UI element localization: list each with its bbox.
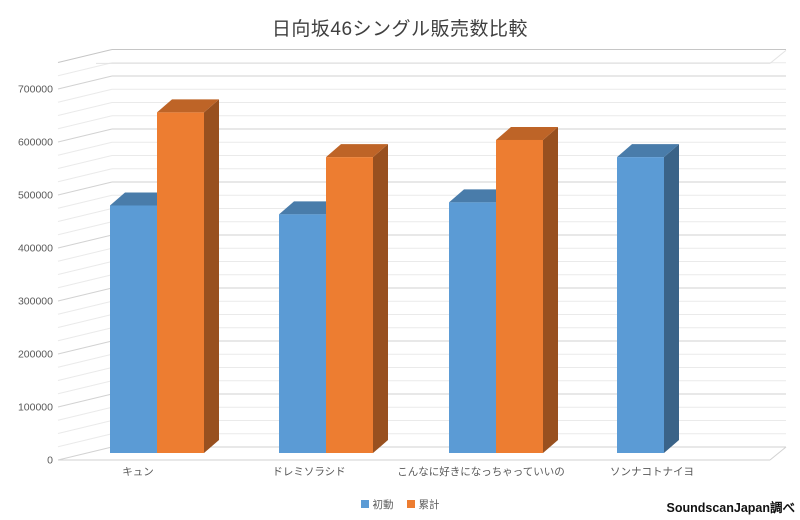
bar-series1-cat1 — [326, 144, 388, 453]
legend-item-ruikei: 累計 — [406, 497, 440, 512]
chart-title: 日向坂46シングル販売数比較 — [271, 19, 529, 40]
bar-series1-cat0 — [157, 99, 219, 454]
category-label: キュン — [122, 466, 154, 478]
y-axis-tick: 500000 — [18, 190, 53, 202]
y-axis-ticks: 0 100000 200000 300000 400000 500000 600… — [18, 84, 53, 467]
y-axis-tick: 0 — [47, 455, 53, 467]
source-note: SoundscanJapan調べ — [666, 501, 796, 515]
legend: 初動 累計 — [0, 496, 800, 512]
y-axis-tick: 700000 — [18, 84, 53, 96]
y-axis-tick: 600000 — [18, 137, 53, 149]
legend-item-shodo: 初動 — [360, 497, 394, 512]
x-axis-category-labels: キュン ドレミソラシド こんなに好きになっちゃっていいの ソンナコトナイヨ — [122, 466, 694, 478]
legend-label-ruikei: 累計 — [418, 498, 440, 511]
legend-swatch-ruikei — [406, 500, 415, 508]
legend-swatch-shodo — [360, 500, 369, 508]
y-axis-tick: 300000 — [18, 296, 53, 308]
bar-series0-cat3 — [617, 144, 679, 453]
category-label: ドレミソラシド — [272, 466, 345, 478]
y-axis-tick: 100000 — [18, 402, 53, 414]
y-axis-tick: 400000 — [18, 243, 53, 255]
bars — [110, 99, 679, 454]
legend-label-shodo: 初動 — [372, 498, 394, 511]
category-label: こんなに好きになっちゃっていいの — [397, 466, 564, 478]
bar-series1-cat2 — [496, 126, 558, 454]
category-label: ソンナコトナイヨ — [610, 466, 694, 478]
y-axis-tick: 200000 — [18, 349, 53, 361]
